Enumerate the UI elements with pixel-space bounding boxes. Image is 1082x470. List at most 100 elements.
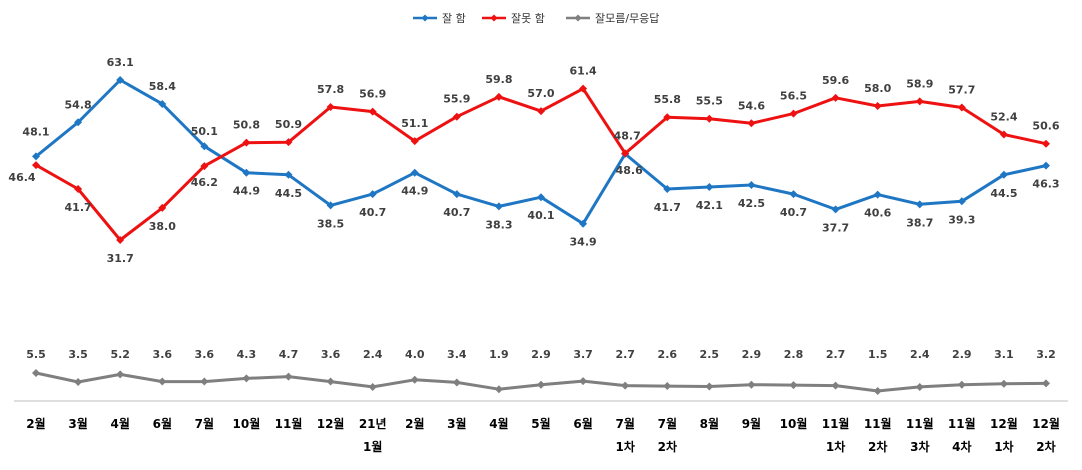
marker-bad-15 bbox=[663, 113, 672, 122]
marker-unknown-24 bbox=[1042, 379, 1050, 388]
x-tick-label-22-line2: 4차 bbox=[952, 439, 971, 454]
marker-unknown-0 bbox=[32, 369, 40, 377]
marker-unknown-17 bbox=[747, 380, 756, 389]
data-label-good-22: 39.3 bbox=[948, 213, 975, 226]
x-tick-label-14-line2: 1차 bbox=[616, 439, 635, 454]
data-label-unknown-14: 2.7 bbox=[615, 348, 635, 361]
marker-bad-1 bbox=[74, 185, 83, 194]
data-label-good-11: 38.3 bbox=[485, 218, 512, 231]
marker-good-11 bbox=[494, 202, 503, 211]
x-tick-label-13: 6월 bbox=[573, 416, 592, 431]
marker-good-20 bbox=[873, 190, 882, 199]
data-label-unknown-3: 3.6 bbox=[153, 348, 173, 361]
x-tick-label-3: 6월 bbox=[153, 416, 172, 431]
marker-bad-6 bbox=[284, 138, 293, 147]
data-label-good-17: 42.5 bbox=[738, 197, 765, 210]
data-label-good-10: 40.7 bbox=[443, 206, 470, 219]
data-label-good-2: 63.1 bbox=[107, 56, 134, 69]
x-tick-labels: 2월 3월 4월 6월 7월 10월 11월 12월 21년 1월 2월 3월 4월 5월 6월 7월 1차 7월… bbox=[26, 416, 1060, 454]
marker-unknown-18 bbox=[789, 381, 798, 390]
marker-good-8 bbox=[368, 190, 377, 199]
x-tick-label-1: 3월 bbox=[68, 416, 87, 431]
marker-bad-16 bbox=[705, 114, 714, 123]
x-tick-label-8-line2: 1월 bbox=[363, 439, 382, 454]
marker-unknown-12 bbox=[537, 380, 545, 389]
data-label-unknown-5: 4.3 bbox=[237, 348, 257, 361]
marker-unknown-16 bbox=[705, 382, 714, 391]
marker-unknown-21 bbox=[915, 382, 924, 391]
data-label-good-3: 58.4 bbox=[149, 80, 176, 93]
data-label-bad-16: 55.5 bbox=[696, 95, 723, 108]
data-label-good-19: 37.7 bbox=[822, 221, 849, 234]
marker-unknown-14 bbox=[621, 381, 630, 390]
data-label-unknown-17: 2.9 bbox=[742, 348, 762, 361]
data-label-unknown-20: 1.5 bbox=[868, 348, 888, 361]
marker-good-22 bbox=[957, 197, 966, 206]
x-tick-label-23: 12월 bbox=[990, 416, 1018, 431]
marker-good-3 bbox=[158, 99, 167, 108]
data-label-bad-23: 52.4 bbox=[990, 111, 1017, 124]
x-tick-label-2: 4월 bbox=[111, 416, 130, 431]
marker-bad-14 bbox=[621, 149, 630, 158]
marker-bad-23 bbox=[999, 130, 1008, 139]
x-tick-label-17: 9월 bbox=[742, 416, 761, 431]
marker-unknown-5 bbox=[242, 374, 251, 383]
x-tick-label-23-line2: 1차 bbox=[994, 439, 1013, 454]
data-label-good-8: 40.7 bbox=[359, 206, 386, 219]
marker-unknown-13 bbox=[579, 377, 588, 386]
marker-good-19 bbox=[831, 205, 840, 214]
series-lines bbox=[35, 78, 1047, 393]
data-label-good-16: 42.1 bbox=[696, 199, 723, 212]
marker-unknown-4 bbox=[200, 377, 209, 386]
data-label-unknown-18: 2.8 bbox=[784, 348, 804, 361]
marker-good-7 bbox=[326, 201, 335, 210]
data-label-good-6: 44.5 bbox=[275, 187, 302, 200]
data-label-bad-11: 59.8 bbox=[485, 73, 512, 86]
marker-unknown-6 bbox=[284, 372, 293, 381]
marker-unknown-23 bbox=[999, 379, 1008, 388]
data-label-good-21: 38.7 bbox=[906, 216, 933, 229]
marker-good-2 bbox=[116, 76, 125, 84]
data-label-bad-13: 61.4 bbox=[570, 65, 597, 78]
legend-marker-bad bbox=[490, 14, 498, 22]
marker-unknown-1 bbox=[74, 378, 83, 386]
x-tick-label-20-line2: 2차 bbox=[868, 439, 887, 454]
data-label-bad-14: 48.7 bbox=[614, 129, 641, 142]
data-label-good-1: 54.8 bbox=[65, 98, 92, 111]
marker-bad-24 bbox=[1042, 139, 1050, 148]
data-label-good-7: 38.5 bbox=[317, 217, 344, 230]
data-label-bad-24: 50.6 bbox=[1032, 120, 1059, 133]
marker-bad-2 bbox=[116, 236, 125, 244]
marker-unknown-15 bbox=[663, 382, 672, 391]
marker-good-1 bbox=[74, 118, 83, 127]
x-tick-label-22: 11월 bbox=[948, 416, 976, 431]
data-label-good-0: 48.1 bbox=[22, 125, 49, 138]
marker-bad-18 bbox=[789, 109, 798, 118]
data-label-unknown-12: 2.9 bbox=[531, 348, 551, 361]
data-label-bad-20: 58.0 bbox=[864, 82, 891, 95]
data-label-good-13: 34.9 bbox=[570, 236, 597, 249]
marker-bad-11 bbox=[494, 92, 503, 101]
data-label-unknown-10: 3.4 bbox=[447, 348, 467, 361]
data-label-bad-7: 57.8 bbox=[317, 83, 344, 96]
marker-good-24 bbox=[1042, 161, 1050, 170]
legend-label-unknown: 잘모름/무응답 bbox=[595, 12, 659, 25]
data-label-bad-5: 50.8 bbox=[233, 119, 260, 132]
data-label-unknown-22: 2.9 bbox=[952, 348, 972, 361]
data-label-good-20: 40.6 bbox=[864, 207, 891, 220]
x-tick-label-24: 12월 bbox=[1032, 416, 1060, 431]
data-label-unknown-19: 2.7 bbox=[826, 348, 846, 361]
data-label-good-15: 41.7 bbox=[654, 201, 681, 214]
legend-label-good: 잘 함 bbox=[442, 12, 466, 25]
marker-unknown-10 bbox=[452, 378, 461, 387]
marker-good-15 bbox=[663, 185, 672, 194]
x-tick-label-4: 7월 bbox=[195, 416, 214, 431]
data-label-bad-6: 50.9 bbox=[275, 118, 302, 131]
x-tick-label-19: 11월 bbox=[822, 416, 850, 431]
data-label-bad-8: 56.9 bbox=[359, 88, 386, 101]
data-label-unknown-11: 1.9 bbox=[489, 348, 509, 361]
data-label-bad-0: 46.4 bbox=[8, 171, 35, 184]
data-label-unknown-15: 2.6 bbox=[658, 348, 678, 361]
x-tick-label-21-line2: 3차 bbox=[910, 439, 929, 454]
